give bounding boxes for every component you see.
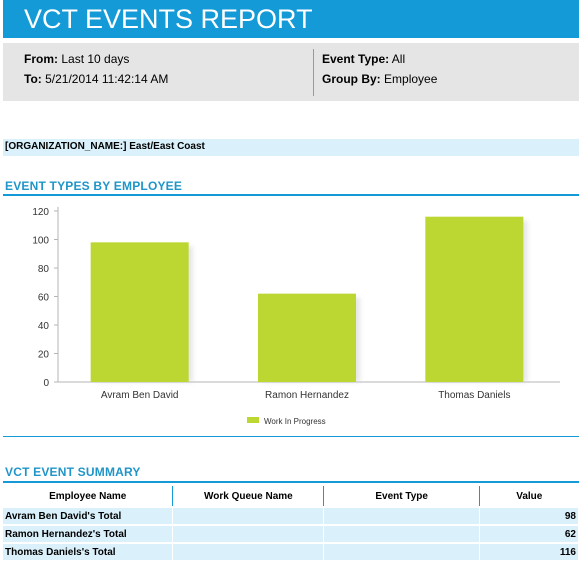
legend-swatch: [247, 417, 259, 423]
event-summary-table: Employee Name Work Queue Name Event Type…: [3, 486, 579, 560]
group-by-value: Employee: [384, 72, 438, 86]
organization-bar: [ORGANIZATION_NAME:] East/East Coast: [3, 139, 579, 156]
y-tick-label: 20: [38, 350, 50, 361]
value-cell: 116: [479, 542, 579, 560]
bar: [90, 242, 189, 382]
to-label: To:: [24, 72, 42, 86]
employee-total-cell: Ramon Hernandez's Total: [3, 524, 174, 543]
employee-total-cell: Thomas Daniels's Total: [3, 542, 174, 560]
summary-section-title: VCT EVENT SUMMARY: [5, 465, 141, 479]
organization-text: [ORGANIZATION_NAME:] East/East Coast: [5, 141, 205, 152]
event-type-value: All: [391, 52, 406, 66]
bar: [258, 293, 356, 382]
column-header-employee-name: Employee Name: [3, 486, 174, 507]
y-tick-label: 0: [43, 378, 49, 389]
bar: [425, 216, 524, 382]
group-by-label: Group By:: [322, 72, 381, 86]
event-type-cell: [323, 524, 481, 543]
from-value: Last 10 days: [61, 52, 130, 66]
report-filters-panel: From: Last 10 days To: 5/21/2014 11:42:1…: [3, 43, 579, 101]
legend-label: Work In Progress: [264, 417, 326, 426]
to-filter: To: 5/21/2014 11:42:14 AM: [24, 72, 168, 86]
x-tick-label: Thomas Daniels: [438, 390, 510, 401]
chart-section-title: EVENT TYPES BY EMPLOYEE: [5, 179, 183, 193]
event-type-cell: [323, 506, 481, 525]
table-row: Ramon Hernandez's Total 62: [3, 524, 579, 543]
table-row: Thomas Daniels's Total 116: [3, 542, 579, 560]
from-label: From:: [24, 52, 58, 66]
y-tick-label: 80: [38, 264, 50, 275]
y-tick-label: 120: [32, 207, 49, 218]
to-value: 5/21/2014 11:42:14 AM: [45, 72, 169, 86]
report-header-banner: VCT EVENTS REPORT: [3, 0, 579, 38]
column-header-value: Value: [516, 490, 543, 502]
value-cell: 62: [479, 524, 579, 543]
table-row: Avram Ben David's Total 98: [3, 506, 579, 525]
work-queue-cell: [172, 524, 325, 543]
x-tick-label: Ramon Hernandez: [265, 390, 349, 401]
y-tick-label: 60: [38, 293, 50, 304]
column-header-event-type: Event Type: [323, 486, 481, 507]
event-type-filter: Event Type: All: [322, 52, 405, 66]
event-types-chart: 0 20 40 60 80 100 120 Avram Ben David Ramon Hern…: [32, 207, 560, 426]
event-type-cell: [323, 542, 481, 560]
y-tick-label: 100: [32, 236, 49, 247]
organization-label: [ORGANIZATION_NAME:]: [5, 141, 127, 152]
organization-value: East/East Coast: [129, 141, 205, 152]
value-cell: 98: [479, 506, 579, 525]
summary-header-row: Employee Name Work Queue Name Event Type…: [3, 486, 579, 507]
y-tick-label: 40: [38, 321, 50, 332]
x-tick-label: Avram Ben David: [101, 390, 179, 401]
filters-divider: [313, 49, 314, 96]
report-title: VCT EVENTS REPORT: [24, 4, 313, 34]
summary-section-rule: [3, 481, 579, 483]
employee-total-cell: Avram Ben David's Total: [3, 506, 174, 525]
group-by-filter: Group By: Employee: [322, 72, 437, 86]
from-filter: From: Last 10 days: [24, 52, 129, 66]
column-header-work-queue-name: Work Queue Name: [172, 486, 325, 507]
work-queue-cell: [172, 542, 325, 560]
chart-bottom-rule: [3, 436, 579, 437]
event-type-label: Event Type:: [322, 52, 390, 66]
work-queue-cell: [172, 506, 325, 525]
chart-section-rule: [3, 194, 579, 196]
